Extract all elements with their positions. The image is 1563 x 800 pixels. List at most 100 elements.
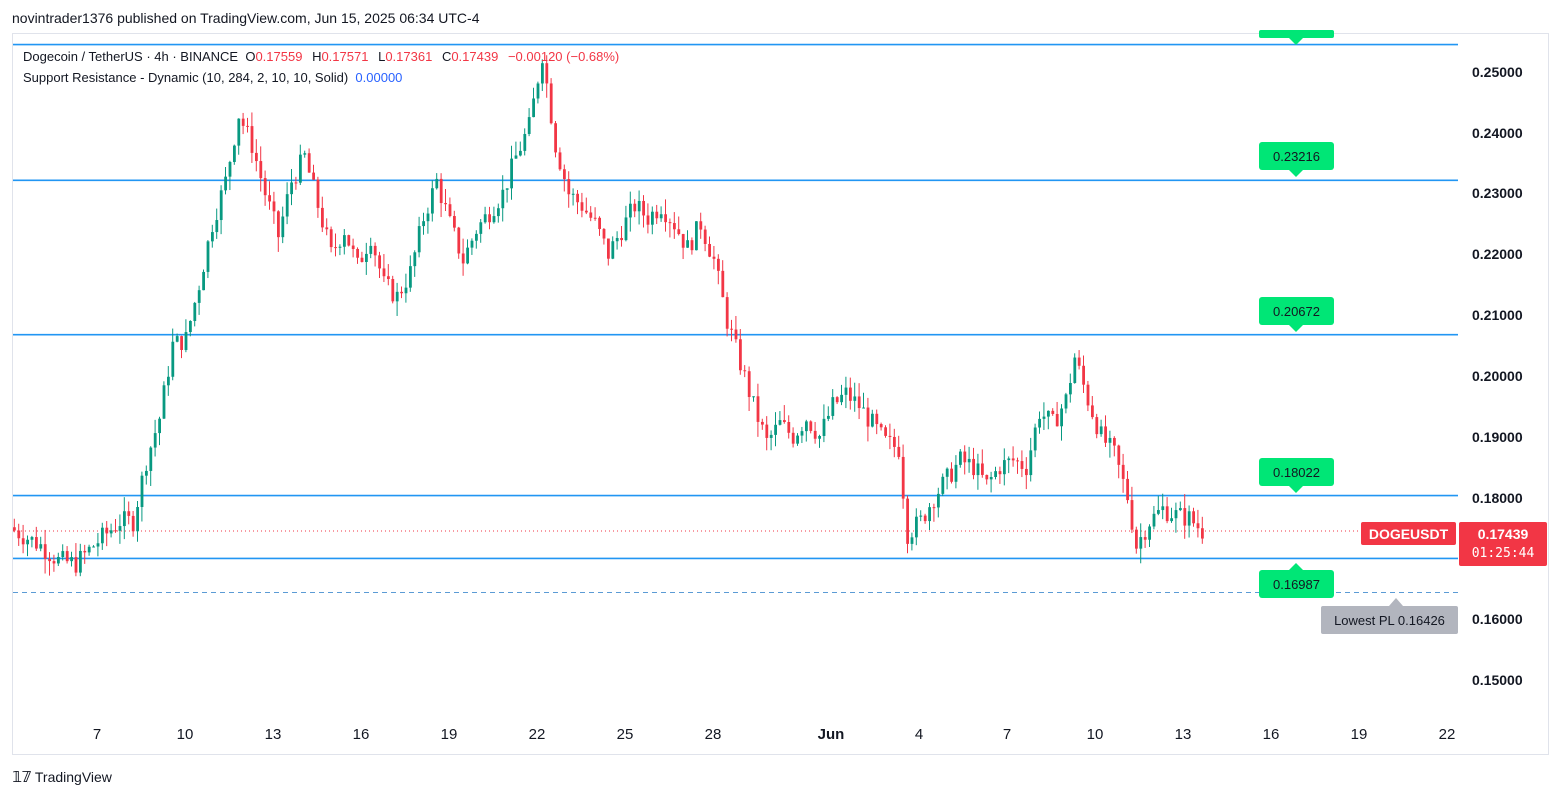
- candle-body: [712, 256, 716, 259]
- candle-body: [1143, 537, 1147, 540]
- candle-body: [871, 413, 874, 427]
- candle-body: [1117, 445, 1121, 465]
- candle: [268, 181, 271, 210]
- candle-body: [1135, 529, 1138, 549]
- candle: [43, 529, 47, 574]
- candle: [343, 229, 346, 255]
- candle: [1099, 419, 1103, 437]
- candle-body: [70, 557, 73, 562]
- candle: [35, 526, 38, 551]
- candle: [624, 205, 628, 242]
- candle-body: [123, 511, 126, 527]
- candle-body: [1104, 426, 1107, 443]
- candle-body: [136, 506, 139, 532]
- candle-body: [963, 451, 967, 463]
- candle-body: [219, 190, 223, 221]
- candle: [101, 522, 104, 550]
- candle: [224, 166, 227, 195]
- candle: [241, 112, 245, 135]
- candle-body: [1033, 427, 1037, 451]
- candle-body: [849, 387, 852, 401]
- candle-body: [1174, 510, 1178, 519]
- candle-body: [1179, 508, 1182, 511]
- candle: [523, 128, 527, 156]
- candle: [857, 383, 861, 420]
- candle: [356, 247, 359, 264]
- candle: [1091, 396, 1094, 420]
- candle-body: [981, 463, 984, 475]
- candle-body: [360, 257, 364, 263]
- candle-body: [633, 203, 637, 212]
- symbol-line: Dogecoin / TetherUS · 4h · BINANCE: [23, 49, 239, 64]
- candle: [642, 195, 645, 228]
- brand-name: TradingView: [34, 769, 112, 785]
- price-tick: 0.25000: [1472, 64, 1523, 80]
- candle-body: [13, 527, 16, 531]
- candle: [1064, 392, 1068, 414]
- candle: [466, 239, 469, 265]
- time-tick: 19: [1350, 726, 1368, 743]
- candle-body: [541, 63, 544, 84]
- candle: [184, 319, 188, 353]
- candle-body: [431, 188, 434, 214]
- candle-body: [492, 216, 496, 223]
- candle: [1095, 413, 1099, 439]
- candle: [211, 224, 214, 248]
- candle-body: [664, 214, 667, 223]
- tradingview-logo[interactable]: 𝟙𝟟 TradingView: [12, 768, 112, 786]
- candle: [1196, 509, 1200, 538]
- candle-body: [532, 98, 535, 118]
- candle: [373, 242, 377, 267]
- candle: [840, 384, 843, 406]
- candle: [457, 226, 461, 259]
- candle-body: [615, 237, 619, 242]
- candle-body: [1047, 410, 1050, 417]
- candle-body: [400, 291, 403, 294]
- candle-body: [140, 475, 144, 507]
- candle-body: [246, 125, 249, 127]
- candle-body: [567, 179, 571, 195]
- level-badge-pointers: [1259, 30, 1403, 606]
- candle-body: [479, 222, 483, 234]
- candle-body: [607, 238, 610, 259]
- candle-body: [197, 290, 201, 303]
- candle-body: [277, 211, 280, 238]
- candle-body: [413, 252, 417, 267]
- candle-body: [329, 229, 333, 248]
- candle-body: [576, 193, 579, 203]
- candle: [505, 188, 509, 203]
- candle-body: [21, 538, 25, 545]
- candle-body: [668, 222, 672, 224]
- candle: [395, 282, 399, 316]
- candle-body: [395, 291, 399, 302]
- candle-body: [1025, 468, 1028, 476]
- candle-body: [901, 456, 905, 499]
- close-label: C: [441, 49, 452, 64]
- chart-frame[interactable]: [12, 33, 1549, 755]
- candle-body: [483, 214, 487, 223]
- candle: [488, 206, 491, 230]
- candle-body: [1091, 405, 1094, 418]
- candle-body: [743, 370, 747, 372]
- candle: [919, 510, 923, 522]
- candle: [391, 275, 395, 304]
- candle: [272, 191, 276, 224]
- badge-pointer: [1289, 563, 1303, 570]
- level-badge-0.16987: 0.16987: [1259, 570, 1334, 598]
- candle: [809, 420, 813, 434]
- time-tick: 7: [92, 726, 102, 743]
- candle: [175, 333, 179, 343]
- candle-body: [1086, 384, 1090, 406]
- candle: [954, 455, 958, 489]
- candle-body: [285, 194, 289, 217]
- candle: [589, 206, 593, 222]
- indicator-line[interactable]: Support Resistance - Dynamic (10, 284, 2…: [23, 67, 619, 88]
- candle: [1135, 526, 1138, 554]
- candle: [510, 145, 513, 200]
- candle: [1161, 493, 1165, 520]
- candle: [765, 416, 769, 451]
- candle-body: [510, 158, 513, 189]
- candle-body: [527, 117, 531, 134]
- candle-body: [1020, 461, 1024, 469]
